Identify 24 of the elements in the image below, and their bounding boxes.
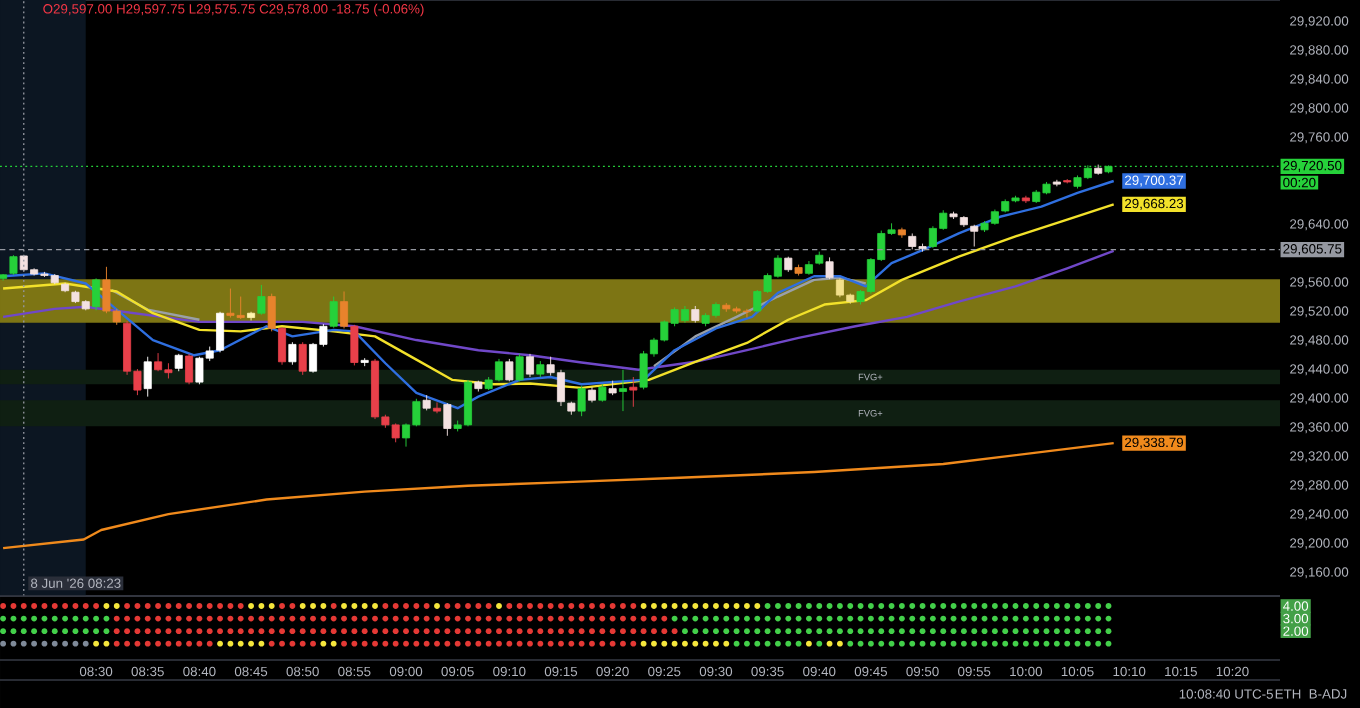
candlestick: [515, 353, 524, 382]
candlestick: [9, 254, 18, 276]
candlestick: [350, 324, 359, 366]
candlestick: [185, 353, 194, 385]
candlestick: [267, 293, 276, 332]
candlestick: [970, 224, 979, 247]
candlestick: [288, 341, 297, 366]
candlestick: [525, 353, 534, 378]
candlestick: [825, 256, 834, 280]
candlestick: [298, 341, 307, 376]
candlestick: [329, 296, 338, 329]
candlestick: [629, 376, 638, 408]
line-series: [1, 249, 1115, 371]
candlestick: [143, 356, 152, 398]
candlestick: [577, 385, 586, 417]
candlestick: [92, 277, 101, 311]
line-series: [1, 441, 1115, 550]
candlestick: [433, 401, 442, 414]
candlestick: [340, 291, 349, 329]
candlestick: [618, 369, 627, 412]
line-series: [1, 179, 1115, 410]
candlestick: [443, 402, 452, 437]
candlestick: [257, 284, 266, 316]
candlestick: [278, 326, 287, 366]
